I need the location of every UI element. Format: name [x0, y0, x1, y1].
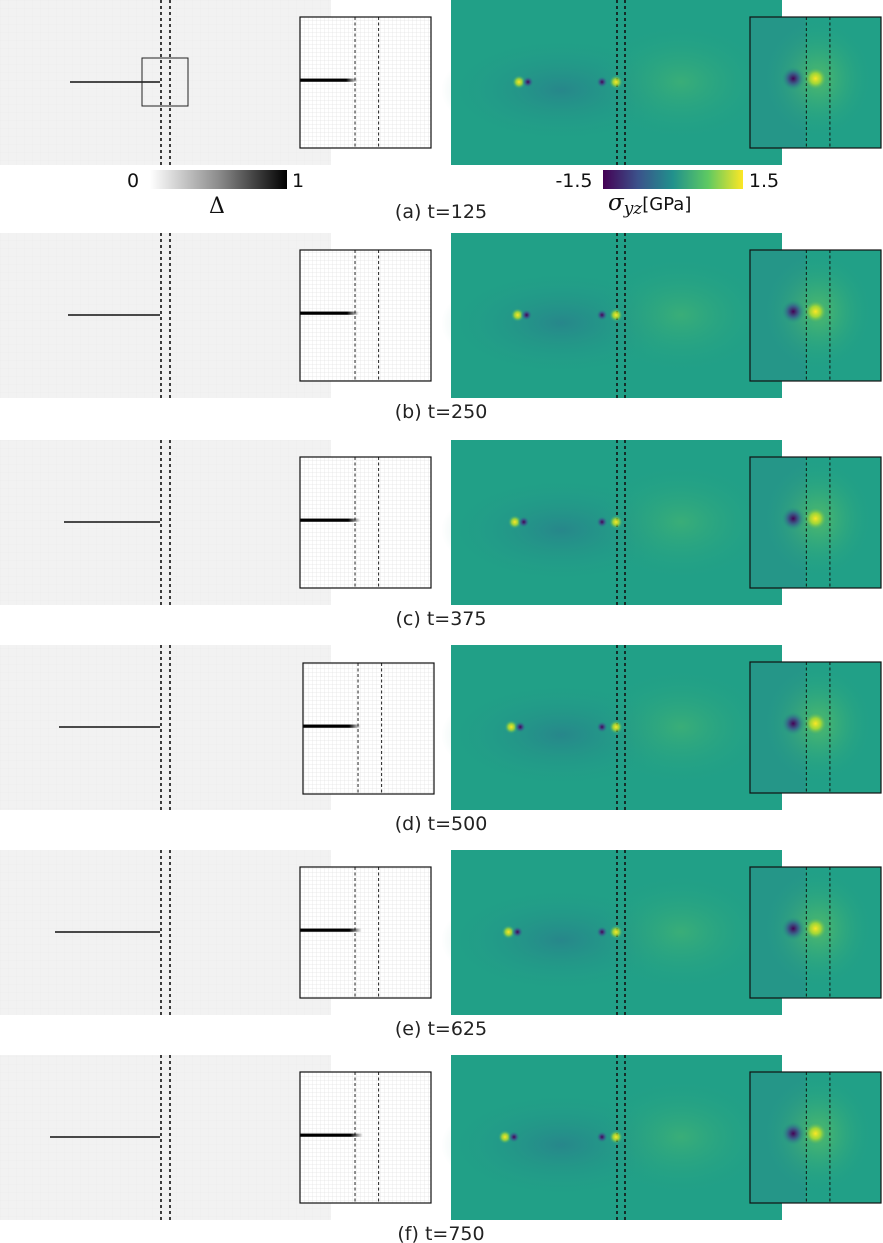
stress-concentration-high [609, 515, 623, 529]
panel-row: (f) t=750 [0, 1055, 882, 1243]
damage-field-grid [0, 440, 331, 605]
damage-colorbar-max: 1 [292, 170, 304, 192]
stress-zoom-frame [749, 456, 882, 589]
damage-colorbar-title: Δ [209, 194, 225, 219]
stress-zoom-low [781, 66, 806, 91]
stress-glow-region [591, 255, 771, 375]
stress-concentration-high [498, 1130, 512, 1144]
damage-field-grid [0, 233, 331, 398]
stress-glow-region [591, 667, 771, 787]
stress-glow-region [591, 1077, 771, 1197]
stress-concentration-low [517, 516, 530, 528]
stress-zoom-low [781, 506, 806, 531]
damage-zoom-grid [300, 867, 431, 998]
stress-zoom-frame [749, 1071, 882, 1204]
stress-zoom-high [803, 1121, 828, 1146]
zoom-crack-band [300, 311, 359, 315]
panel-row: (e) t=625 [0, 850, 882, 1040]
panel-row: (d) t=500 [0, 645, 882, 835]
damage-field-grid [0, 645, 331, 810]
stress-concentration-low [508, 1131, 520, 1143]
zoom-frame [299, 456, 432, 589]
stress-concentration-low [596, 1131, 608, 1143]
damage-zoom-grid [300, 457, 431, 588]
stress-zoom-frame [749, 661, 882, 794]
zoom-frame [299, 16, 432, 149]
damage-colorbar [150, 170, 287, 189]
damage-colorbar-min: 0 [127, 170, 139, 192]
stress-zoom-high [803, 299, 828, 324]
stress-concentration-high [609, 75, 623, 89]
zoom-frame [299, 866, 432, 999]
stress-zoom-high [803, 711, 828, 736]
damage-zoom-grid [300, 250, 431, 381]
stress-colorbar [603, 170, 743, 189]
stress-glow-region [591, 872, 771, 992]
panel-caption: (e) t=625 [395, 1018, 487, 1040]
stress-zoom-high [803, 66, 828, 91]
stress-zoom-low [781, 299, 806, 324]
stress-colorbar-min: -1.5 [555, 170, 592, 192]
stress-zoom-frame [749, 249, 882, 382]
stress-zoom-low [781, 916, 806, 941]
stress-zoom-frame [749, 16, 882, 149]
panel-caption: (b) t=250 [395, 401, 488, 423]
damage-zoom-grid [300, 1072, 431, 1203]
stress-concentration-low [596, 926, 608, 938]
panel-row: (c) t=375 [0, 440, 882, 630]
stress-concentration-low [596, 76, 608, 88]
stress-zoom-low [781, 1121, 806, 1146]
zoom-frame [299, 1071, 432, 1204]
zoom-crack-band [300, 78, 358, 82]
stress-concentration-low [511, 926, 524, 938]
stress-concentration-high [609, 308, 623, 322]
stress-concentration-low [596, 309, 608, 321]
stress-zoom-low [781, 711, 806, 736]
stress-zoom-frame [749, 866, 882, 999]
stress-concentration-high [510, 308, 525, 322]
stress-concentration-high [507, 515, 522, 529]
damage-field-grid [0, 1055, 331, 1220]
panel-row: (b) t=250 [0, 233, 882, 423]
zoom-crack-band [300, 518, 361, 522]
stress-concentration-low [522, 76, 534, 88]
panel-caption: (a) t=125 [395, 201, 487, 223]
panel-caption: (f) t=750 [397, 1223, 484, 1243]
stress-concentration-low [514, 721, 527, 733]
zoom-frame [302, 662, 435, 795]
zoom-crack-band [300, 928, 362, 932]
stress-concentration-low [596, 516, 608, 528]
stress-glow-region [591, 462, 771, 582]
panel-caption: (c) t=375 [396, 608, 487, 630]
panel-row: (a) t=125 [0, 0, 882, 223]
stress-concentration-high [504, 720, 519, 734]
stress-zoom-high [803, 916, 828, 941]
stress-concentration-high [512, 75, 526, 89]
damage-zoom-grid [303, 663, 434, 794]
stress-concentration-high [609, 925, 623, 939]
zoom-region-box [141, 57, 189, 107]
zoom-crack-band [303, 724, 361, 728]
zoom-crack-band [300, 1133, 363, 1137]
zoom-frame [299, 249, 432, 382]
damage-field-grid [0, 850, 331, 1015]
damage-field-grid [0, 0, 331, 165]
stress-colorbar-title: σyz[GPa] [608, 190, 691, 219]
panel-caption: (d) t=500 [395, 813, 488, 835]
stress-glow-region [591, 22, 771, 142]
stress-concentration-high [609, 1130, 623, 1144]
stress-concentration-high [609, 720, 623, 734]
stress-colorbar-max: 1.5 [749, 170, 779, 192]
stress-zoom-high [803, 506, 828, 531]
stress-concentration-high [501, 925, 516, 939]
stress-concentration-low [596, 721, 608, 733]
damage-zoom-grid [300, 17, 431, 148]
stress-concentration-low [520, 309, 533, 321]
